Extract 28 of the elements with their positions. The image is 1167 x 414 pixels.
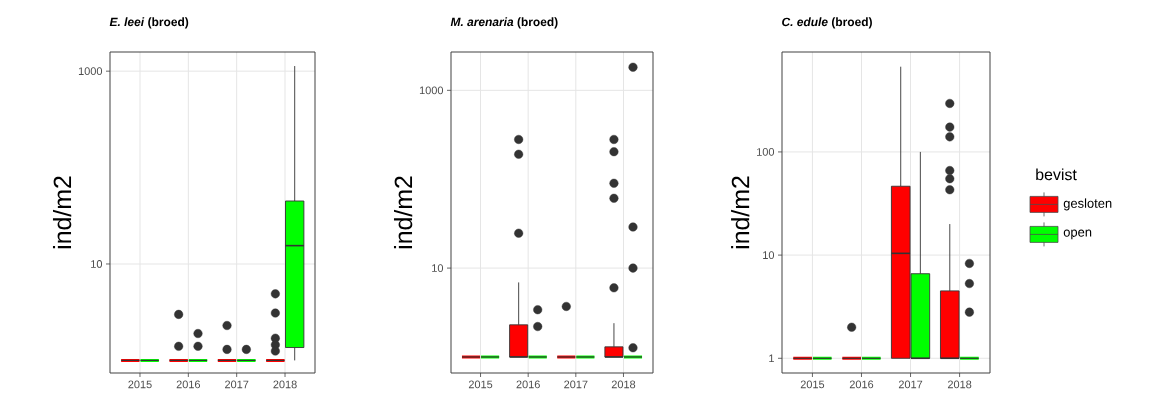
y-tick-label: 1 — [769, 354, 774, 363]
chart-title: M. arenaria (broed) — [450, 17, 558, 29]
legend-title: bevist — [1036, 168, 1077, 181]
x-tick-label: 2017 — [898, 380, 923, 389]
chart-title: E. leei (broed) — [109, 17, 189, 29]
y-axis-title: ind/m2 — [731, 176, 750, 249]
x-tick-label: 2017 — [225, 380, 249, 389]
y-tick-label: 1000 — [78, 67, 103, 76]
x-tick-label: 2016 — [516, 380, 540, 389]
y-tick-label: 100 — [757, 148, 775, 156]
x-tick-label: 2018 — [273, 380, 297, 389]
y-axis-title: ind/m2 — [393, 176, 413, 249]
y-tick-label: 10 — [763, 251, 775, 259]
y-tick-label: 10 — [91, 260, 103, 268]
x-tick-label: 2017 — [564, 380, 588, 389]
chart-title: C. edule (broed) — [782, 17, 872, 29]
x-tick-label: 2015 — [128, 380, 152, 389]
y-tick-label: 1000 — [419, 86, 444, 95]
x-tick-label: 2015 — [800, 380, 825, 389]
x-tick-label: 2018 — [611, 380, 636, 389]
legend-label: open — [1063, 229, 1092, 240]
y-tick-label: 10 — [432, 264, 444, 272]
legend-label: gesloten — [1063, 198, 1112, 211]
y-axis-title: ind/m2 — [52, 176, 72, 249]
x-tick-label: 2016 — [176, 380, 201, 389]
x-tick-label: 2016 — [849, 380, 874, 389]
x-tick-label: 2018 — [947, 380, 972, 389]
x-tick-label: 2015 — [468, 380, 493, 389]
